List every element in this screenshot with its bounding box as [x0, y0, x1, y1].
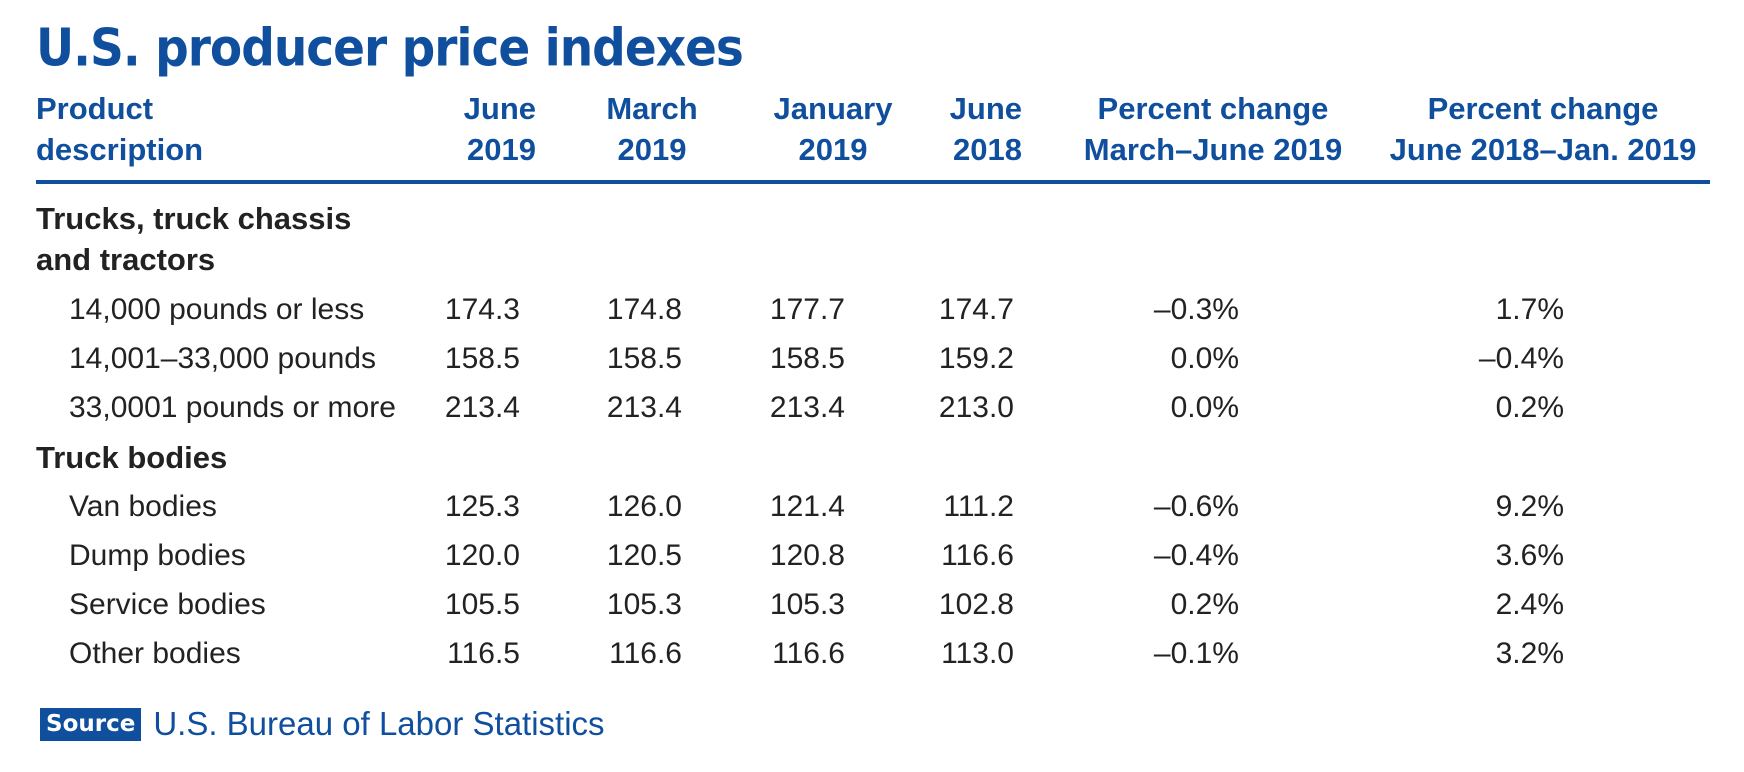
table-cell: 174.8: [606, 293, 682, 326]
table-cell: 159.2: [938, 342, 1014, 375]
header-line: Product: [36, 91, 154, 126]
header-line: March–June 2019: [1083, 132, 1343, 167]
table-cell: 0.2%: [1495, 391, 1564, 424]
table-cell: 120.0: [444, 539, 520, 572]
table-cell: 213.4: [444, 391, 520, 424]
source-text: U.S. Bureau of Labor Statistics: [153, 705, 605, 742]
table-cell: 0.0%: [1170, 342, 1239, 375]
group-label-line: and tractors: [36, 242, 216, 277]
header-march-2019: March 2019: [606, 88, 697, 170]
table-cell: 158.5: [769, 342, 845, 375]
table-cell: 213.4: [606, 391, 682, 424]
row-label: Van bodies: [69, 490, 217, 523]
table-cell: 2.4%: [1495, 588, 1564, 621]
table-cell: 102.8: [938, 588, 1014, 621]
header-line: March: [606, 91, 698, 126]
source-badge: Source: [40, 707, 142, 741]
table-cell: 1.7%: [1495, 293, 1564, 326]
table-cell: 105.3: [769, 588, 845, 621]
table-cell: 213.0: [938, 391, 1014, 424]
table-cell: 105.3: [606, 588, 682, 621]
header-line: Percent change: [1427, 91, 1659, 126]
table-cell: 213.4: [769, 391, 845, 424]
table-cell: 116.6: [609, 637, 682, 670]
header-product-description: Product description: [36, 88, 203, 170]
group-label-truck-bodies: Truck bodies: [36, 437, 227, 478]
table-cell: 125.3: [444, 490, 520, 523]
table-cell: 121.4: [769, 490, 845, 523]
table-cell: 158.5: [606, 342, 682, 375]
row-label: Other bodies: [69, 637, 241, 670]
header-percent-change-june-2018-jan-2019: Percent change June 2018–Jan. 2019: [1390, 88, 1697, 170]
table-cell: 174.7: [938, 293, 1014, 326]
table-cell: 113.0: [941, 637, 1014, 670]
table-cell: 116.5: [447, 637, 520, 670]
source-line: Source U.S. Bureau of Labor Statistics: [40, 705, 605, 742]
header-january-2019: January 2019: [774, 88, 893, 170]
table-cell: 174.3: [444, 293, 520, 326]
header-line: description: [36, 132, 204, 167]
header-june-2019: June 2019: [464, 88, 536, 170]
chart-title: U.S. producer price indexes: [36, 18, 744, 79]
group-label-trucks: Trucks, truck chassis and tractors: [36, 198, 351, 280]
row-label: 33,0001 pounds or more: [69, 391, 396, 424]
table-cell: 3.2%: [1495, 637, 1564, 670]
header-line: 2019: [798, 132, 868, 167]
row-label: Service bodies: [69, 588, 266, 621]
group-label-line: Truck bodies: [36, 440, 228, 475]
table-cell: 120.8: [769, 539, 845, 572]
table-cell: –0.4%: [1153, 539, 1239, 572]
header-line: 2018: [953, 132, 1022, 167]
table-cell: 120.5: [606, 539, 682, 572]
table-cell: 105.5: [444, 588, 520, 621]
header-rule: [36, 180, 1710, 184]
table-cell: 0.0%: [1170, 391, 1239, 424]
header-line: 2019: [617, 132, 687, 167]
table-cell: 116.6: [941, 539, 1014, 572]
table-cell: 3.6%: [1495, 539, 1564, 572]
header-percent-change-march-june-2019: Percent change March–June 2019: [1084, 88, 1342, 170]
table-cell: –0.3%: [1153, 293, 1239, 326]
table-cell: 126.0: [606, 490, 682, 523]
table-cell: –0.1%: [1153, 637, 1239, 670]
row-label: Dump bodies: [69, 539, 246, 572]
table-cell: 0.2%: [1170, 588, 1239, 621]
row-label: 14,001–33,000 pounds: [69, 342, 376, 375]
table-cell: 177.7: [769, 293, 845, 326]
table-cell: 116.6: [772, 637, 845, 670]
header-line: 2019: [467, 132, 536, 167]
header-june-2018: June 2018: [950, 88, 1022, 170]
table-cell: 111.2: [943, 490, 1014, 523]
header-line: June 2018–Jan. 2019: [1389, 132, 1697, 167]
table-cell: –0.6%: [1153, 490, 1239, 523]
header-line: June: [949, 91, 1022, 126]
row-label: 14,000 pounds or less: [69, 293, 365, 326]
table-cell: –0.4%: [1478, 342, 1564, 375]
header-line: January: [773, 91, 893, 126]
header-line: Percent change: [1097, 91, 1329, 126]
table-cell: 9.2%: [1495, 490, 1564, 523]
header-line: June: [463, 91, 536, 126]
group-label-line: Trucks, truck chassis: [36, 201, 352, 236]
table-cell: 158.5: [444, 342, 520, 375]
